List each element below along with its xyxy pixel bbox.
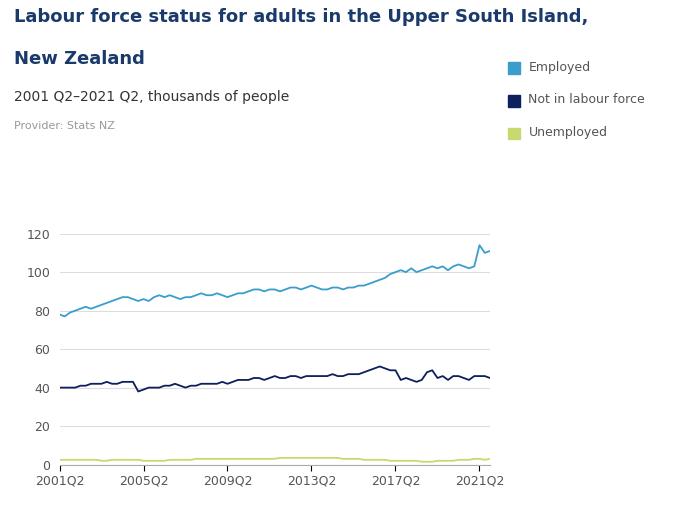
Text: Provider: Stats NZ: Provider: Stats NZ bbox=[14, 121, 115, 131]
Text: figure.nz: figure.nz bbox=[582, 23, 666, 40]
Text: Unemployed: Unemployed bbox=[528, 126, 608, 139]
Text: New Zealand: New Zealand bbox=[14, 50, 145, 68]
Text: Employed: Employed bbox=[528, 61, 591, 74]
Text: Not in labour force: Not in labour force bbox=[528, 93, 645, 106]
Text: 2001 Q2–2021 Q2, thousands of people: 2001 Q2–2021 Q2, thousands of people bbox=[14, 90, 289, 104]
Text: Labour force status for adults in the Upper South Island,: Labour force status for adults in the Up… bbox=[14, 8, 589, 26]
